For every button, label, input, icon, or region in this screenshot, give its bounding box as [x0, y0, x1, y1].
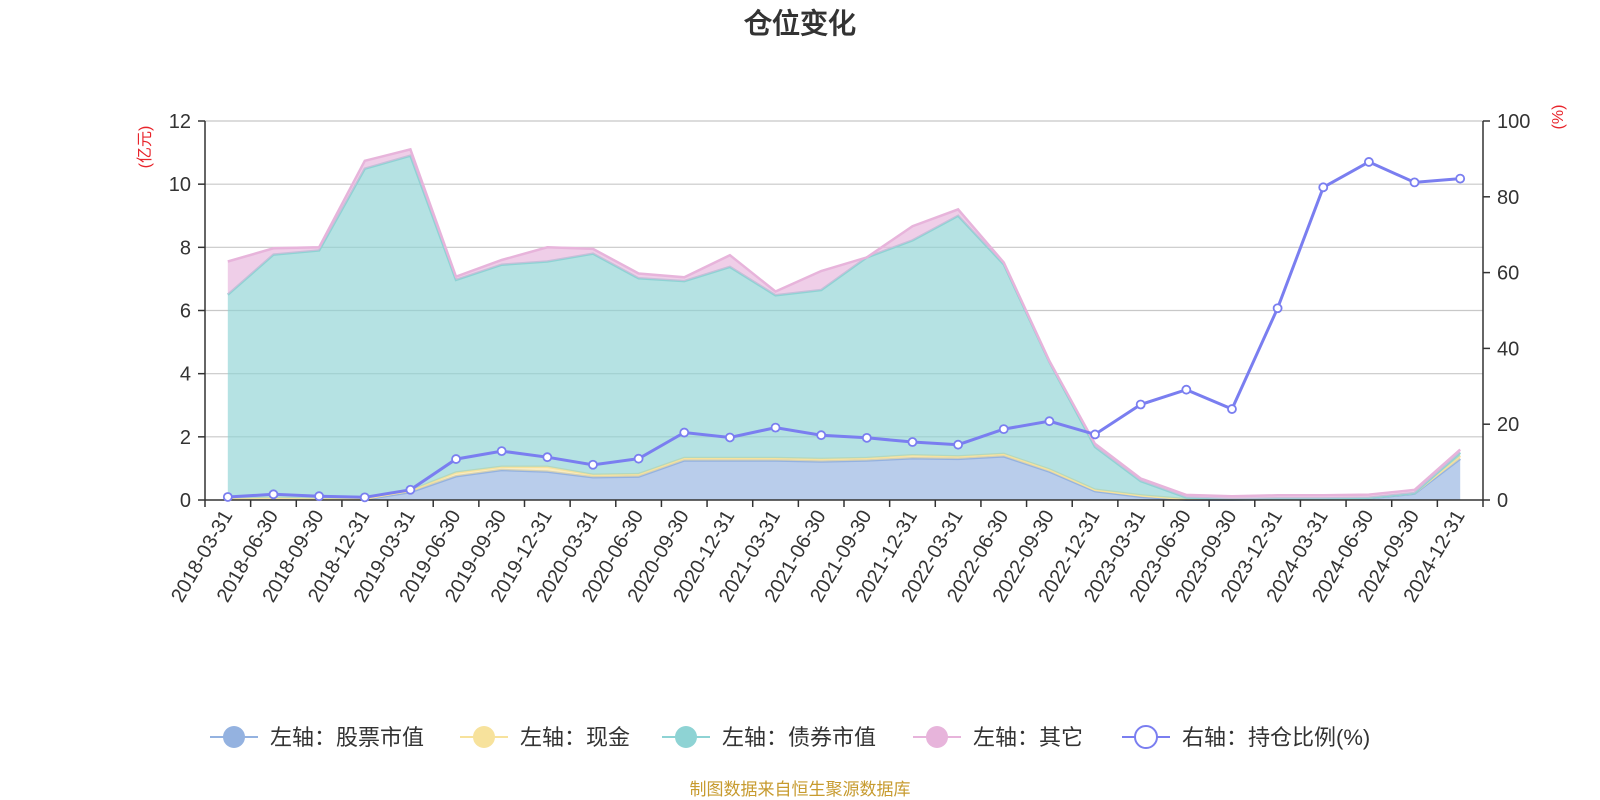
ratio-line-layer: [222, 157, 1466, 503]
legend-label: 左轴：债券市值: [722, 725, 876, 750]
ratio-point: [1318, 182, 1329, 193]
ratio-point: [907, 437, 918, 447]
left-tick-label: 2: [180, 427, 191, 449]
ratio-point: [724, 432, 735, 443]
legend-label: 左轴：其它: [973, 725, 1083, 750]
ratio-point: [679, 427, 690, 438]
legend-item[interactable]: 左轴：债券市值: [662, 725, 876, 750]
ratio-point: [268, 489, 279, 500]
ratio-point: [1044, 416, 1055, 427]
other-area-edge: [227, 147, 1462, 498]
ratio-point: [861, 432, 872, 443]
ratio-point: [1272, 303, 1283, 314]
chart-title: 仓位变化: [744, 7, 856, 39]
left-axis-unit: (亿元): [136, 126, 154, 169]
legend-swatch-dot: [1134, 725, 1158, 749]
right-tick-label: 80: [1497, 187, 1519, 209]
legend-swatch-dot: [926, 726, 948, 748]
legend-item[interactable]: 左轴：其它: [913, 725, 1083, 750]
ratio-point: [770, 422, 781, 433]
ratio-point: [1181, 384, 1192, 395]
ratio-point: [1090, 429, 1100, 440]
ratio-point: [633, 453, 644, 464]
ratio-point: [1135, 399, 1146, 410]
legend-label: 左轴：股票市值: [270, 725, 424, 750]
left-tick-label: 8: [180, 237, 191, 259]
right-tick-label: 0: [1497, 490, 1508, 512]
ratio-point: [405, 484, 416, 495]
right-tick-label: 60: [1497, 263, 1519, 285]
left-tick-label: 6: [180, 301, 191, 323]
right-tick-label: 40: [1497, 338, 1519, 360]
right-tick-label: 20: [1497, 414, 1519, 436]
bond-area: [227, 155, 1461, 500]
ratio-point: [542, 452, 553, 463]
right-tick-label: 100: [1497, 111, 1530, 133]
area-layer: [226, 147, 1462, 501]
legend-swatch-dot: [473, 726, 495, 748]
ratio-point: [314, 491, 325, 502]
ratio-point: [451, 454, 461, 464]
right-axis-unit: (%): [1550, 105, 1567, 130]
legend: 左轴：股票市值 左轴：现金 左轴：债券市值 左轴：其它 右轴：持仓比例(%): [210, 725, 1370, 750]
legend-item[interactable]: 右轴：持仓比例(%): [1122, 725, 1370, 750]
ratio-point: [1409, 177, 1420, 188]
ratio-point: [816, 430, 827, 441]
legend-swatch-dot: [223, 726, 245, 748]
legend-label: 左轴：现金: [520, 725, 630, 750]
left-tick-label: 0: [180, 490, 191, 512]
ratio-point: [953, 439, 964, 450]
ratio-line: [227, 160, 1461, 499]
legend-swatch-dot: [675, 726, 697, 748]
legend-item[interactable]: 左轴：现金: [460, 725, 630, 750]
stock-area: [227, 456, 1461, 500]
ratio-point: [1363, 157, 1374, 167]
ratio-point: [1455, 173, 1466, 184]
ratio-point: [1227, 404, 1237, 414]
legend-item[interactable]: 左轴：股票市值: [210, 725, 424, 750]
left-tick-label: 4: [180, 364, 191, 386]
left-tick-label: 10: [169, 174, 191, 196]
ratio-point: [222, 492, 233, 502]
legend-label: 右轴：持仓比例(%): [1182, 725, 1370, 750]
ratio-point: [359, 492, 370, 503]
ratio-point: [496, 446, 507, 457]
left-tick-label: 12: [169, 111, 191, 133]
ratio-point: [998, 424, 1009, 435]
ratio-point: [588, 459, 598, 470]
source-note: 制图数据来自恒生聚源数据库: [690, 780, 911, 799]
